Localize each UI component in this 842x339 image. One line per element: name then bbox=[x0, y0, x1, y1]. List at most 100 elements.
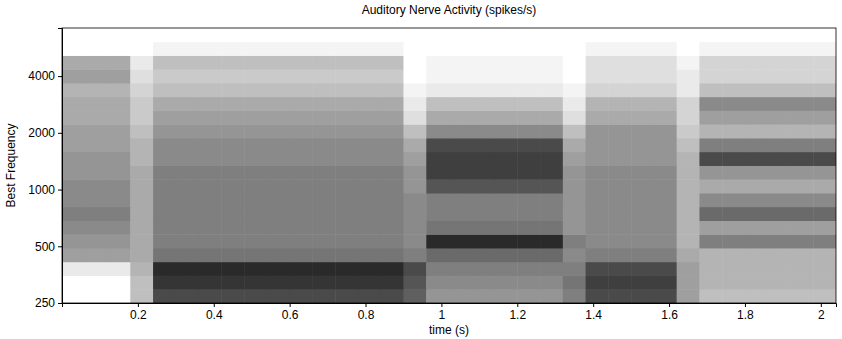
heatmap-cell bbox=[586, 28, 609, 42]
heatmap-cell bbox=[472, 207, 495, 221]
heatmap-cell bbox=[608, 152, 631, 166]
heatmap-cell bbox=[153, 275, 176, 289]
heatmap-cell bbox=[790, 248, 813, 262]
heatmap-cell bbox=[768, 207, 791, 221]
heatmap-cell bbox=[608, 97, 631, 111]
heatmap-cell bbox=[677, 28, 700, 42]
heatmap-cell bbox=[586, 42, 609, 56]
heatmap-cell bbox=[722, 193, 745, 207]
heatmap-cell bbox=[722, 289, 745, 303]
heatmap-cell bbox=[472, 55, 495, 69]
heatmap-cell bbox=[426, 42, 449, 56]
y-tick-mark bbox=[58, 303, 62, 304]
heatmap-cell bbox=[130, 207, 153, 221]
heatmap-cell bbox=[472, 83, 495, 97]
heatmap-cell bbox=[130, 248, 153, 262]
heatmap-cell bbox=[335, 221, 358, 235]
heatmap-cell bbox=[312, 42, 335, 56]
heatmap-cell bbox=[381, 289, 404, 303]
heatmap-cell bbox=[586, 152, 609, 166]
heatmap-cell bbox=[130, 179, 153, 193]
heatmap-cell bbox=[722, 179, 745, 193]
heatmap-cell bbox=[381, 193, 404, 207]
heatmap-cell bbox=[813, 165, 836, 179]
heatmap-cell bbox=[768, 138, 791, 152]
heatmap-cell bbox=[199, 262, 222, 276]
heatmap-cell bbox=[495, 124, 518, 138]
heatmap-cell bbox=[312, 275, 335, 289]
x-tick-mark bbox=[441, 303, 442, 307]
heatmap-cell bbox=[62, 234, 85, 248]
heatmap-cell bbox=[403, 289, 426, 303]
heatmap-cell bbox=[677, 69, 700, 83]
heatmap-cell bbox=[722, 124, 745, 138]
heatmap-cell bbox=[153, 165, 176, 179]
heatmap-cell bbox=[153, 234, 176, 248]
heatmap-cell bbox=[745, 124, 768, 138]
heatmap-cell bbox=[381, 152, 404, 166]
heatmap-cell bbox=[108, 83, 131, 97]
heatmap-cell bbox=[768, 179, 791, 193]
heatmap-cell bbox=[130, 55, 153, 69]
x-axis: 0.20.40.60.811.21.41.61.82 bbox=[63, 303, 837, 322]
heatmap-cell bbox=[472, 69, 495, 83]
heatmap-cell bbox=[563, 97, 586, 111]
heatmap-cell bbox=[335, 262, 358, 276]
heatmap-cell bbox=[563, 138, 586, 152]
heatmap-cell bbox=[472, 165, 495, 179]
heatmap-cell bbox=[677, 83, 700, 97]
heatmap-cell bbox=[745, 165, 768, 179]
heatmap-cell bbox=[244, 55, 267, 69]
heatmap-cell bbox=[221, 248, 244, 262]
heatmap-cell bbox=[813, 193, 836, 207]
heatmap-cell bbox=[790, 221, 813, 235]
heatmap-cell bbox=[312, 207, 335, 221]
y-tick-mark bbox=[58, 246, 62, 247]
heatmap-cell bbox=[790, 83, 813, 97]
heatmap-cell bbox=[335, 110, 358, 124]
heatmap-cell bbox=[267, 179, 290, 193]
heatmap-cell bbox=[153, 152, 176, 166]
heatmap-cell bbox=[199, 165, 222, 179]
heatmap-cell bbox=[768, 275, 791, 289]
heatmap-cell bbox=[608, 165, 631, 179]
heatmap-cell bbox=[199, 248, 222, 262]
heatmap-cell bbox=[631, 262, 654, 276]
heatmap-cell bbox=[290, 124, 313, 138]
heatmap-cell bbox=[677, 97, 700, 111]
heatmap-cell bbox=[426, 83, 449, 97]
heatmap-cell bbox=[449, 234, 472, 248]
heatmap-cell bbox=[290, 234, 313, 248]
heatmap-cell bbox=[221, 28, 244, 42]
heatmap-cell bbox=[654, 83, 677, 97]
heatmap-cell bbox=[745, 221, 768, 235]
heatmap-cell bbox=[130, 221, 153, 235]
heatmap-cell bbox=[335, 248, 358, 262]
heatmap-cell bbox=[722, 83, 745, 97]
heatmap-cell bbox=[312, 138, 335, 152]
heatmap-cell bbox=[699, 165, 722, 179]
heatmap-cell bbox=[358, 152, 381, 166]
heatmap-cell bbox=[677, 221, 700, 235]
heatmap-cell bbox=[813, 152, 836, 166]
heatmap-cell bbox=[199, 138, 222, 152]
heatmap-cell bbox=[130, 289, 153, 303]
heatmap-cell bbox=[62, 124, 85, 138]
heatmap-cell bbox=[677, 110, 700, 124]
heatmap-cell bbox=[517, 138, 540, 152]
heatmap-cell bbox=[495, 207, 518, 221]
heatmap-cell bbox=[335, 207, 358, 221]
heatmap-cell bbox=[768, 289, 791, 303]
heatmap-cell bbox=[62, 248, 85, 262]
heatmap-cell bbox=[540, 207, 563, 221]
heatmap-cell bbox=[403, 179, 426, 193]
heatmap-cell bbox=[130, 165, 153, 179]
y-tick-label: 2000 bbox=[28, 126, 55, 140]
heatmap-cell bbox=[745, 28, 768, 42]
heatmap-cell bbox=[586, 221, 609, 235]
heatmap-cell bbox=[153, 179, 176, 193]
x-tick-label: 1.4 bbox=[585, 308, 602, 322]
x-tick: 1.2 bbox=[509, 303, 526, 322]
heatmap-cell bbox=[699, 262, 722, 276]
heatmap-cell bbox=[563, 193, 586, 207]
